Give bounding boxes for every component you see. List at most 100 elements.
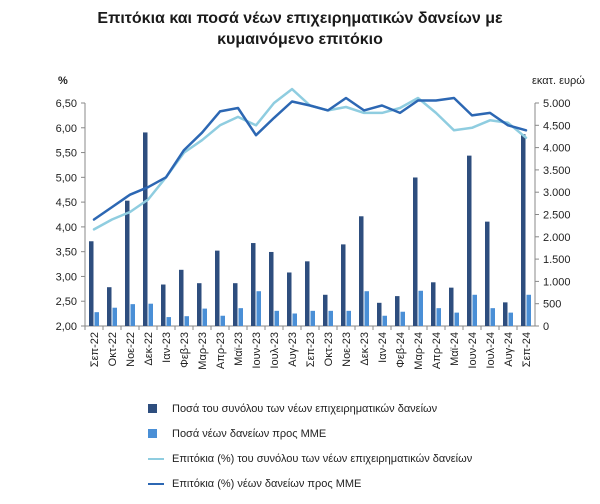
bar-total-amount [323, 294, 328, 326]
bar-total-amount [305, 261, 310, 326]
bar-sme-amount [184, 316, 189, 326]
right-tick-label: 3.500 [543, 165, 571, 177]
bar-sme-amount [382, 315, 387, 326]
x-tick-label: Μαρ-24 [413, 332, 425, 370]
bar-sme-amount [526, 294, 531, 326]
right-tick-label: 3.000 [543, 187, 571, 199]
x-tick-label: Μαϊ-23 [233, 332, 245, 366]
bar-total-amount [269, 251, 274, 326]
bar-total-amount [215, 250, 220, 326]
chart-title-line-1: Επιτόκια και ποσά νέων επιχειρηματικών δ… [97, 10, 503, 27]
right-tick-label: 1.500 [543, 254, 571, 266]
right-tick-label: 2.000 [543, 232, 571, 244]
left-tick-label: 2,50 [56, 296, 77, 308]
lines-layer [92, 87, 528, 231]
x-tick-label: Σεπ-23 [305, 332, 317, 367]
bar-sme-amount [256, 291, 261, 326]
x-tick-label: Οκτ-22 [107, 332, 119, 366]
right-tick-label: 4.000 [543, 143, 571, 155]
bar-total-amount [341, 244, 346, 326]
legend-label-sme-amount: Ποσά νέων δανείων προς ΜΜΕ [172, 428, 327, 440]
legend-item-total-amount: Ποσά του συνόλου των νέων επιχειρηματικώ… [148, 398, 588, 420]
bar-sme-amount [364, 291, 369, 326]
x-tick-label: Φεβ-24 [395, 332, 407, 368]
bar-sme-amount [328, 310, 333, 326]
x-tick-label: Αυγ-24 [503, 332, 515, 367]
right-tick-label: 500 [543, 299, 561, 311]
bar-total-amount [233, 283, 238, 326]
legend-item-sme-amount: Ποσά νέων δανείων προς ΜΜΕ [148, 423, 588, 445]
bar-total-amount [143, 132, 148, 326]
bar-sme-amount [400, 311, 405, 326]
chart-title: Επιτόκια και ποσά νέων επιχειρηματικών δ… [0, 8, 600, 50]
bar-total-amount [467, 155, 472, 326]
left-tick-label: 6,50 [56, 98, 77, 110]
x-tick-label: Νοε-22 [125, 332, 137, 367]
bar-total-amount [413, 177, 418, 326]
right-tick-label: 0 [543, 321, 549, 333]
left-tick-label: 2,00 [56, 321, 77, 333]
bar-total-amount [89, 241, 94, 326]
bar-total-amount [359, 216, 364, 326]
x-tick-label: Φεβ-23 [179, 332, 191, 368]
bars-layer [89, 132, 531, 326]
chart-title-line-2: κυμαινόμενο επιτόκιο [217, 31, 383, 48]
left-axis-label: % [58, 75, 68, 87]
legend-item-total-rate: Επιτόκια (%) του συνόλου των νέων επιχει… [148, 448, 588, 470]
bar-total-amount [521, 134, 526, 326]
x-tick-label: Μαϊ-24 [449, 332, 461, 366]
x-tick-label: Μαρ-23 [197, 332, 209, 370]
x-tick-label: Δεκ-22 [143, 332, 155, 366]
legend-label-total-amount: Ποσά του συνόλου των νέων επιχειρηματικώ… [172, 403, 438, 415]
legend-label-sme-rate: Επιτόκια (%) νέων δανείων προς ΜΜΕ [172, 478, 362, 490]
right-tick-label: 4.500 [543, 120, 571, 132]
bar-total-amount [449, 287, 454, 326]
bar-sme-amount [202, 308, 207, 326]
right-tick-label: 5.000 [543, 98, 571, 110]
legend-swatch-sme-amount [148, 429, 157, 438]
chart-plot: % εκατ. ευρώ 2,00 2,50 3,00 3,50 4,00 4,50 5,0… [56, 75, 586, 370]
left-tick-label: 5,00 [56, 172, 77, 184]
bar-sme-amount [166, 317, 171, 326]
x-tick-label: Οκτ-23 [323, 332, 335, 366]
left-tick-label: 5,50 [56, 148, 77, 160]
left-tick-label: 4,00 [56, 222, 77, 234]
legend-swatch-total-amount [148, 404, 157, 413]
bar-sme-amount [274, 310, 279, 326]
legend-label-total-rate: Επιτόκια (%) του συνόλου των νέων επιχει… [172, 453, 473, 465]
x-tick-label: Ιουλ-23 [269, 332, 281, 369]
bar-total-amount [251, 243, 256, 326]
bar-total-amount [377, 302, 382, 326]
left-tick-label: 6,00 [56, 123, 77, 135]
left-tick-label: 3,00 [56, 271, 77, 283]
right-tick-label: 1.000 [543, 276, 571, 288]
bar-sme-amount [508, 312, 513, 326]
bar-sme-amount [454, 312, 459, 326]
left-tick-label: 3,50 [56, 247, 77, 259]
x-tick-label: Ιαν-24 [377, 332, 389, 363]
bar-sme-amount [94, 312, 99, 326]
right-tick-label: 2.500 [543, 210, 571, 222]
bar-total-amount [125, 200, 130, 326]
bar-sme-amount [238, 308, 243, 326]
bar-total-amount [431, 282, 436, 326]
bar-total-amount [503, 302, 508, 326]
axes-layer [81, 102, 539, 330]
legend-item-sme-rate: Επιτόκια (%) νέων δανείων προς ΜΜΕ [148, 473, 588, 495]
x-tick-label: Ιαν-23 [161, 332, 173, 363]
x-tick-label: Σεπ-22 [89, 332, 101, 367]
bar-total-amount [485, 221, 490, 326]
x-tick-label: Ιουν-24 [467, 332, 479, 369]
bar-total-amount [179, 269, 184, 326]
line-sme-rate [92, 96, 528, 221]
left-tick-label: 4,50 [56, 197, 77, 209]
bar-total-amount [197, 283, 202, 326]
legend-line-sme-rate [148, 483, 164, 485]
bar-sme-amount [292, 313, 297, 326]
bar-sme-amount [436, 308, 441, 326]
chart-legend: Ποσά του συνόλου των νέων επιχειρηματικώ… [148, 398, 588, 498]
bar-sme-amount [472, 294, 477, 326]
bar-sme-amount [112, 307, 117, 326]
legend-line-total-rate [148, 458, 164, 460]
